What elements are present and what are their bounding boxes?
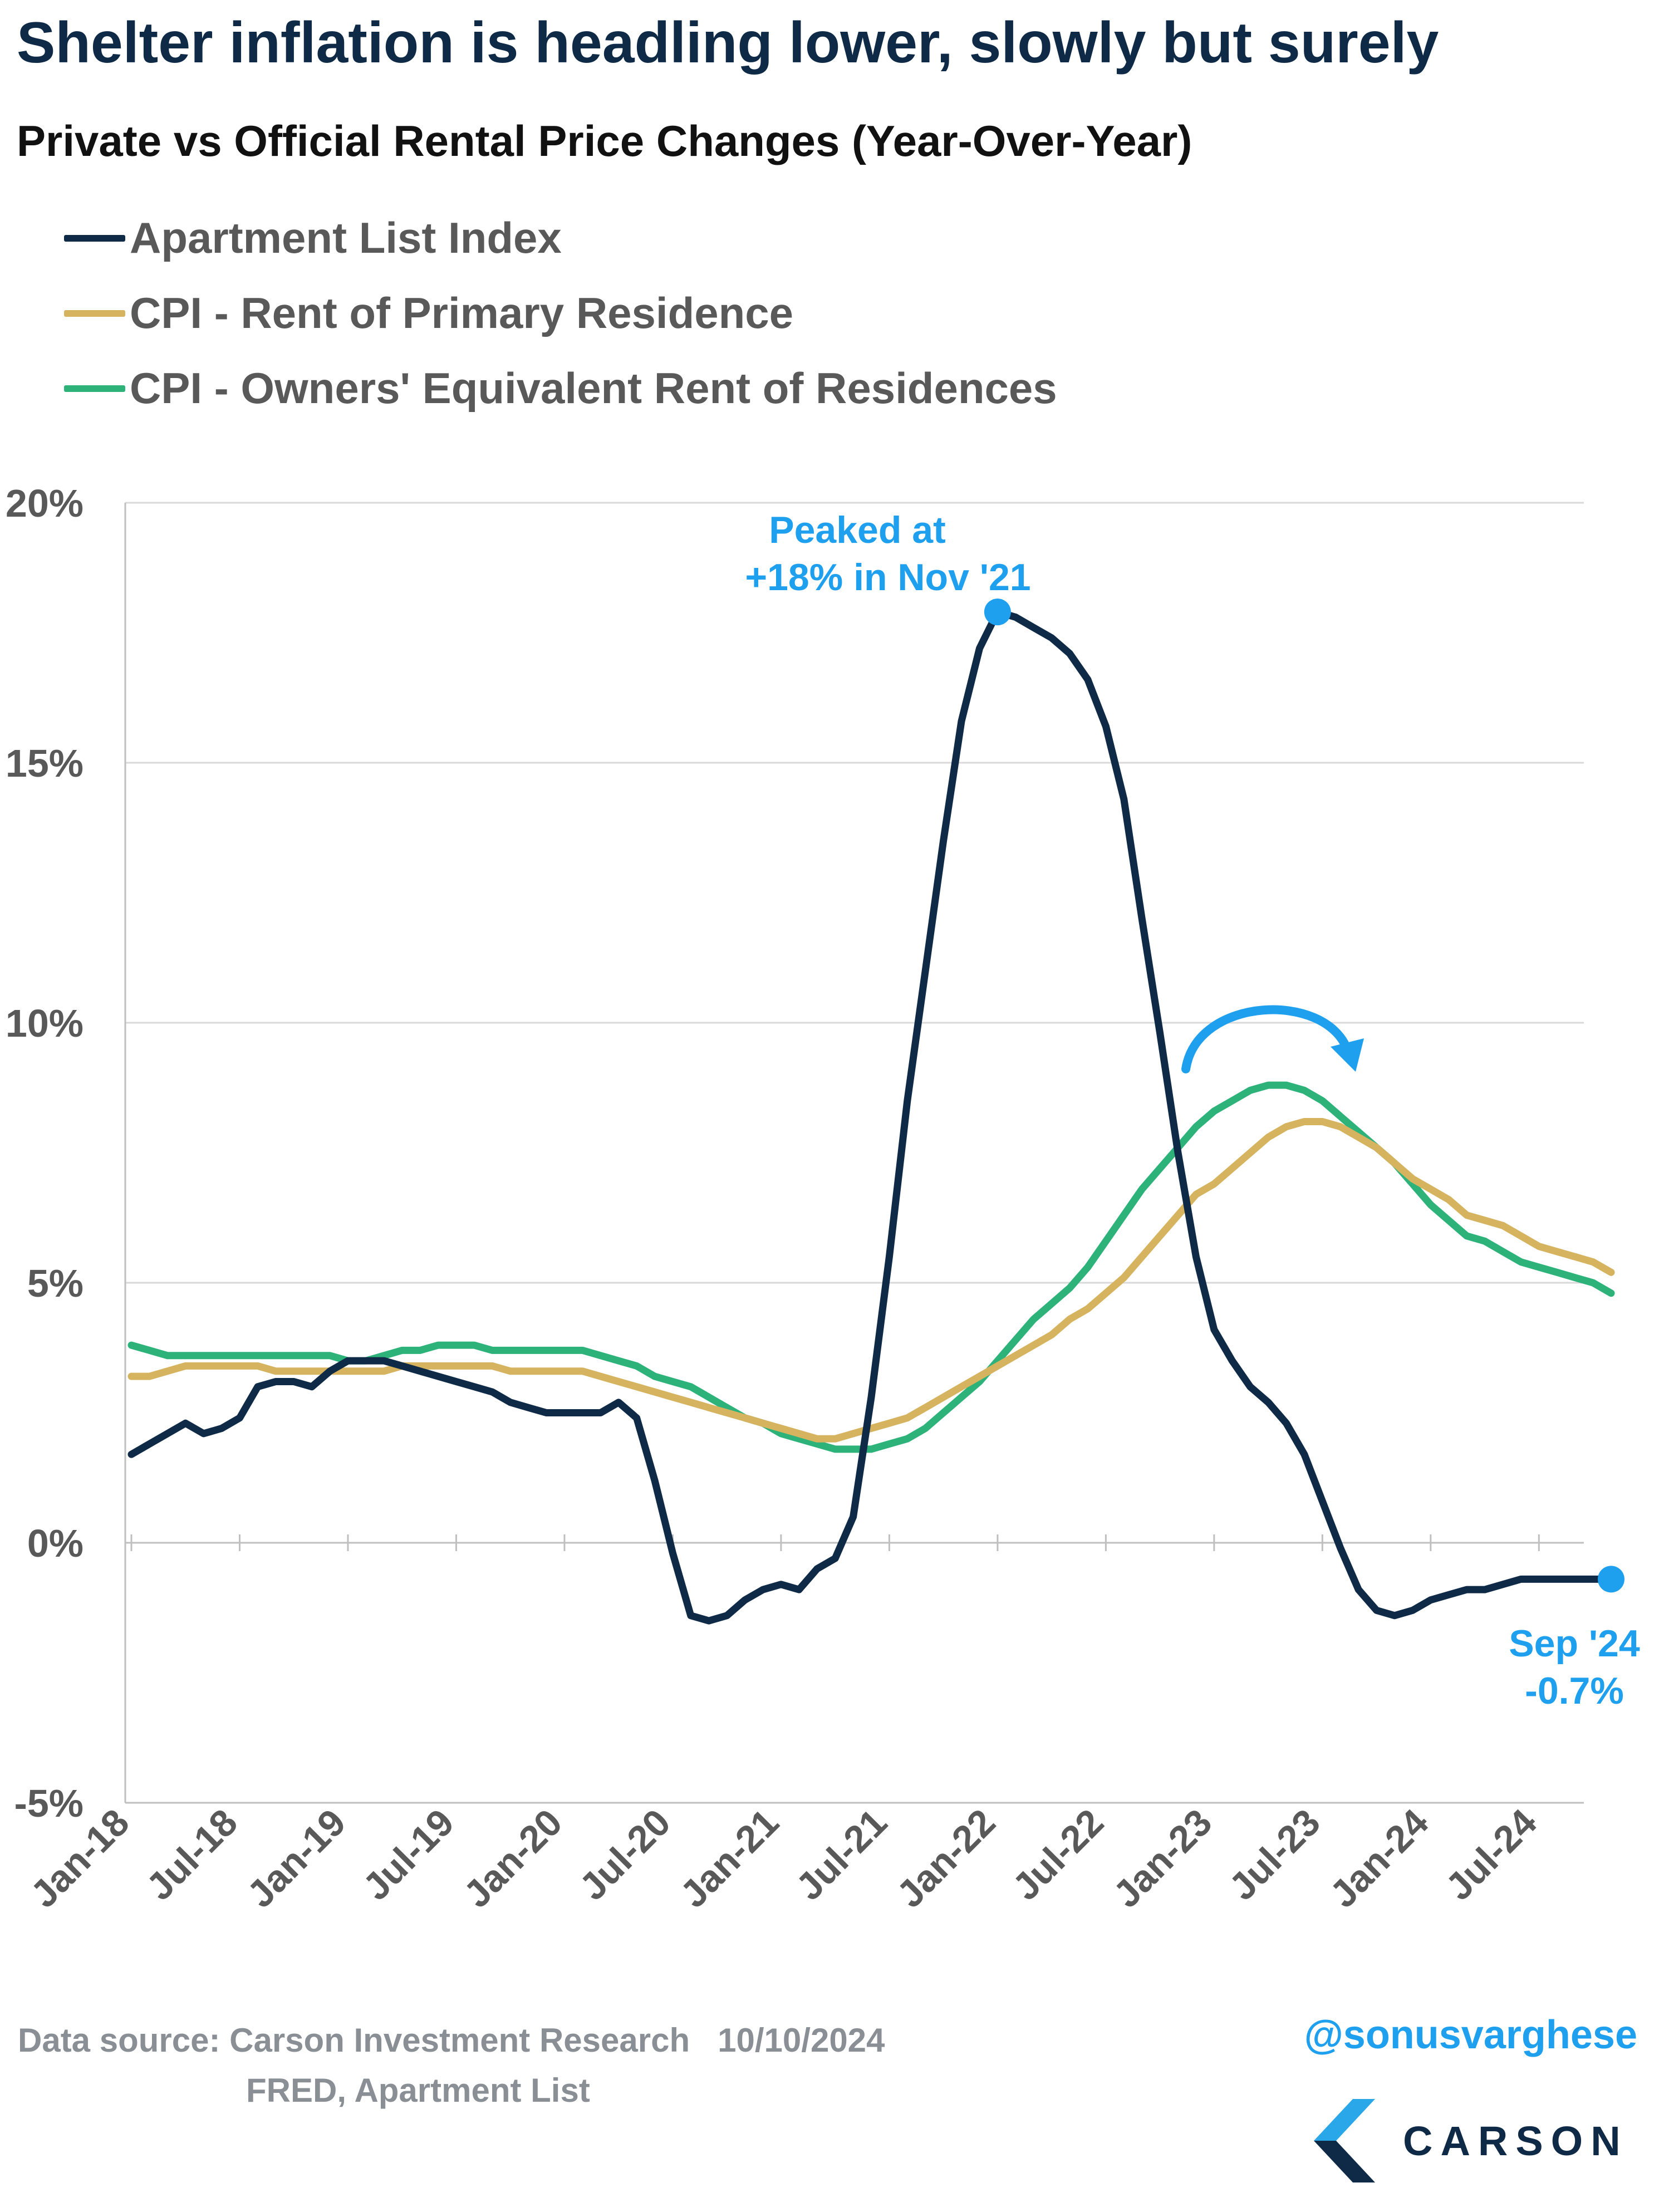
chart-legend: Apartment List Index CPI - Rent of Prima… [64,200,1057,426]
latest-marker [1597,1566,1624,1593]
data-source: Data source: Carson Investment Research … [18,2015,885,2116]
annotations: Peaked at +18% in Nov '21 Sep '24 -0.7% [745,509,1640,1712]
chart-subtitle: Private vs Official Rental Price Changes… [17,116,1192,165]
data-source-line1: Data source: Carson Investment Research … [18,2022,885,2059]
legend-item-cpi-rent: CPI - Rent of Primary Residence [64,276,1057,351]
x-tick-label: Jul-24 [1437,1801,1545,1909]
x-tick-label: Jul-21 [788,1801,895,1909]
y-tick-label: 0% [27,1522,84,1565]
brand-name: CARSON [1403,2117,1628,2164]
data-source-line2: FRED, Apartment List [246,2072,590,2109]
series-line-cpi-rent-of-primary-residence [127,1118,1615,1443]
carson-logo-icon [1314,2099,1375,2182]
legend-swatch-cpi-rent [64,310,125,317]
y-tick-label: 5% [27,1262,84,1305]
peak-marker [984,599,1011,626]
peak-annotation-line1: Peaked at [769,509,946,551]
y-tick-label: 20% [6,482,84,525]
legend-label: Apartment List Index [130,213,562,262]
x-tick-label: Jul-18 [138,1801,246,1909]
x-tick-label: Jul-20 [571,1801,679,1909]
latest-annotation-line1: Sep '24 [1509,1622,1640,1665]
x-tick-label: Jul-19 [355,1801,462,1909]
x-tick-label: Jan-19 [239,1801,354,1916]
legend-label: CPI - Owners' Equivalent Rent of Residen… [130,364,1057,413]
legend-label: CPI - Rent of Primary Residence [130,288,794,337]
legend-item-apartment-list: Apartment List Index [64,200,1057,276]
x-tick-label: Jan-23 [1105,1801,1220,1916]
y-tick-label: -5% [14,1782,84,1825]
legend-swatch-cpi-oer [64,385,125,392]
page-title: Shelter inflation is headling lower, slo… [17,11,1439,75]
legend-item-cpi-oer: CPI - Owners' Equivalent Rent of Residen… [64,351,1057,426]
x-tick-label: Jul-22 [1004,1801,1112,1909]
x-tick-label: Jan-21 [672,1801,787,1916]
y-axis: -5% 0% 5% 10% 15% 20% [6,482,126,1825]
series-line-apartment-list-index [127,608,1615,1625]
y-tick-label: 10% [6,1002,84,1045]
series [127,608,1615,1625]
gridlines [125,502,1584,1804]
curved-arrow-icon [1181,1005,1352,1073]
latest-annotation-line2: -0.7% [1525,1670,1624,1712]
x-tick-label: Jan-20 [455,1801,570,1916]
legend-swatch-apartment-list [64,234,125,242]
brand-logo: CARSON [1314,2099,1628,2182]
x-tick-label: Jul-23 [1221,1801,1328,1909]
x-tick-label: Jan-24 [1322,1801,1436,1916]
x-tick-label: Jan-22 [889,1801,1003,1916]
peak-annotation-line2: +18% in Nov '21 [745,556,1030,599]
y-tick-label: 15% [6,742,84,785]
arrow-head-icon [1331,1038,1364,1072]
author-handle[interactable]: @sonusvarghese [1304,2013,1637,2057]
